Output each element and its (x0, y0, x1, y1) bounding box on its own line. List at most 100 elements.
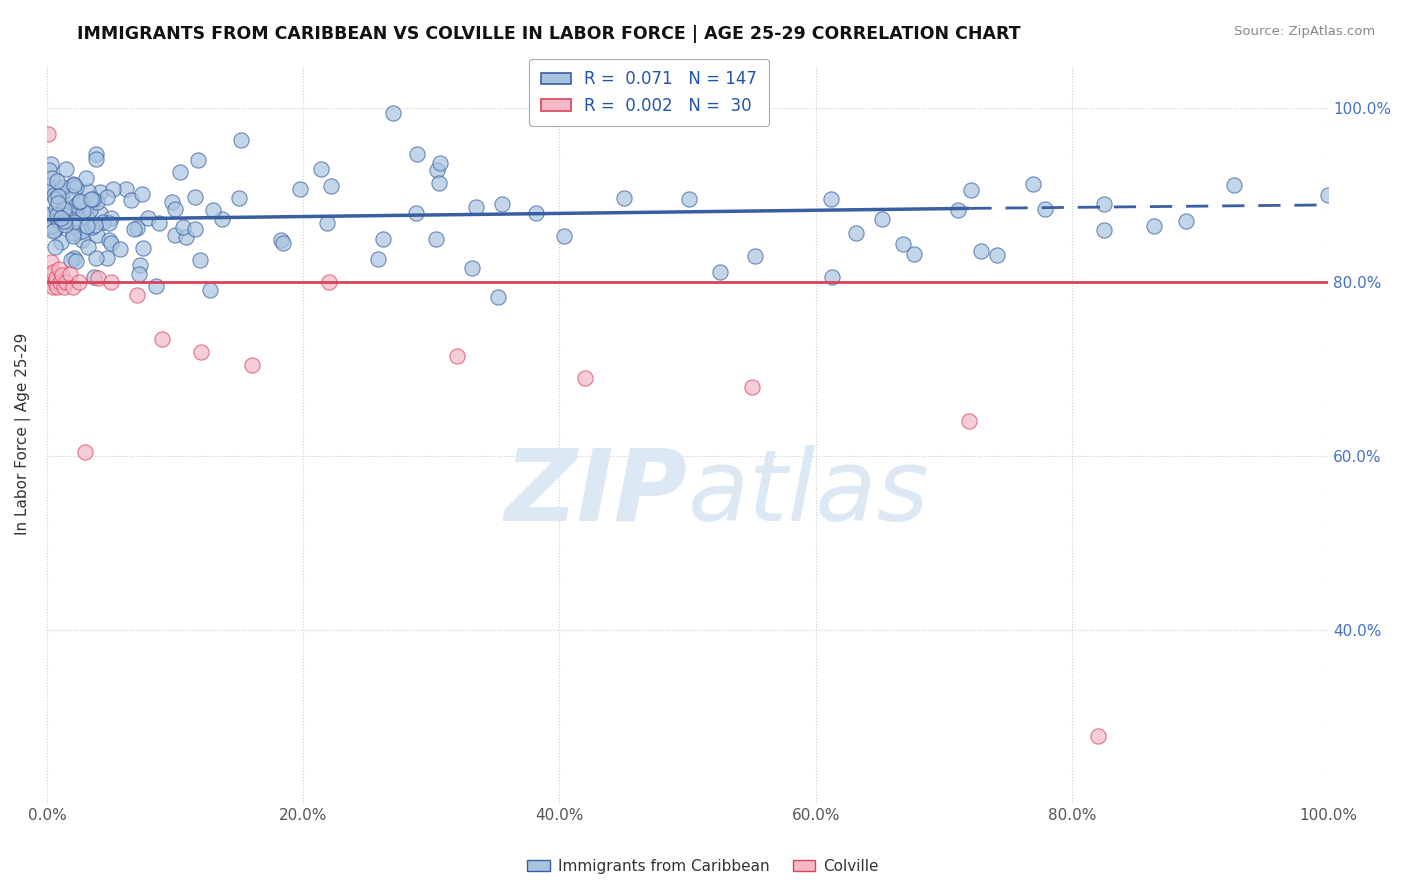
Point (65, 180, 87, 194)
Point (101, 181, 124, 195)
Point (228, 191, 250, 205)
Point (80, 219, 103, 234)
Legend: R =  0.071   N = 147, R =  0.002   N =  30: R = 0.071 N = 147, R = 0.002 N = 30 (529, 59, 769, 127)
Point (426, 163, 449, 178)
Point (65, 254, 87, 268)
Point (59, 267, 82, 281)
Point (425, 231, 447, 245)
Point (321, 179, 343, 194)
Point (960, 183, 983, 197)
Point (198, 284, 221, 298)
Point (38, 163, 60, 178)
Point (51, 186, 73, 200)
Point (1143, 219, 1166, 233)
Point (55, 161, 77, 176)
Point (229, 133, 252, 147)
Text: Source: ZipAtlas.com: Source: ZipAtlas.com (1234, 25, 1375, 38)
Point (97, 216, 120, 230)
Point (820, 193, 842, 207)
Point (1033, 202, 1056, 216)
Point (45, 271, 67, 285)
Point (870, 212, 893, 227)
Point (97, 233, 120, 247)
Point (51, 180, 73, 194)
Point (316, 216, 339, 230)
Point (76, 211, 98, 225)
Point (309, 161, 332, 176)
Point (60, 207, 83, 221)
Point (62, 279, 84, 293)
Point (37, 209, 59, 223)
Point (46, 195, 69, 210)
Point (82, 192, 104, 206)
Point (87, 271, 110, 285)
Point (160, 195, 183, 210)
Text: atlas: atlas (688, 445, 929, 542)
Point (48, 262, 70, 277)
Point (62, 226, 84, 240)
Point (211, 211, 233, 226)
Point (367, 252, 389, 266)
Point (91, 215, 114, 229)
Point (44, 223, 66, 237)
Point (145, 279, 167, 293)
Point (52, 279, 75, 293)
Point (77, 184, 100, 198)
Point (42, 188, 65, 202)
Point (120, 194, 142, 208)
Point (45, 173, 67, 187)
Point (1092, 223, 1115, 237)
Point (49, 275, 72, 289)
Point (553, 229, 575, 244)
Point (184, 190, 207, 204)
Point (948, 202, 970, 217)
Point (48, 212, 70, 227)
Point (288, 182, 311, 196)
Point (65, 197, 87, 211)
Point (202, 202, 225, 217)
Point (613, 191, 636, 205)
Point (465, 200, 488, 214)
Point (188, 252, 211, 267)
Point (122, 222, 145, 236)
Point (62, 251, 84, 265)
Point (184, 222, 207, 236)
Point (59, 253, 82, 268)
Text: ZIP: ZIP (505, 445, 688, 542)
Point (405, 146, 427, 161)
Y-axis label: In Labor Force | Age 25-29: In Labor Force | Age 25-29 (15, 333, 31, 535)
Point (62, 177, 84, 191)
Point (174, 230, 197, 244)
Point (381, 105, 404, 120)
Point (115, 182, 138, 196)
Point (67, 194, 90, 209)
Point (136, 211, 159, 226)
Point (318, 275, 340, 289)
Point (100, 275, 122, 289)
Point (45, 221, 67, 235)
Point (52, 214, 75, 228)
Point (172, 219, 194, 234)
Point (37, 275, 59, 289)
Point (108, 242, 131, 256)
Point (574, 371, 596, 385)
Point (89, 206, 111, 220)
Point (72, 204, 94, 219)
Point (83, 270, 105, 285)
Point (67, 275, 90, 289)
Point (128, 268, 150, 282)
Point (44, 275, 66, 289)
Point (169, 165, 191, 179)
Point (86, 228, 108, 243)
Point (150, 332, 173, 346)
Point (41, 171, 63, 186)
Text: IMMIGRANTS FROM CARIBBEAN VS COLVILLE IN LABOR FORCE | AGE 25-29 CORRELATION CHA: IMMIGRANTS FROM CARIBBEAN VS COLVILLE IN… (77, 25, 1021, 43)
Point (70, 224, 93, 238)
Point (62, 178, 84, 193)
Point (55, 275, 77, 289)
Point (100, 211, 122, 226)
Point (845, 226, 868, 240)
Point (62, 219, 84, 233)
Point (58, 204, 80, 219)
Point (1094, 197, 1116, 211)
